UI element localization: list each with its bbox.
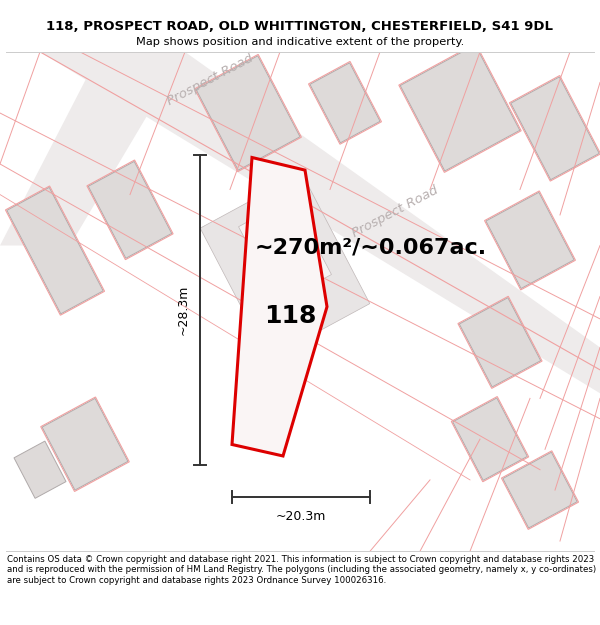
Text: 118: 118 [264, 304, 316, 328]
Text: ~270m²/~0.067ac.: ~270m²/~0.067ac. [255, 237, 487, 257]
Polygon shape [452, 398, 527, 481]
Polygon shape [486, 192, 574, 289]
Text: 118, PROSPECT ROAD, OLD WHITTINGTON, CHESTERFIELD, S41 9DL: 118, PROSPECT ROAD, OLD WHITTINGTON, CHE… [47, 21, 554, 33]
Polygon shape [42, 398, 128, 490]
Polygon shape [459, 298, 541, 387]
Text: Contains OS data © Crown copyright and database right 2021. This information is : Contains OS data © Crown copyright and d… [7, 555, 596, 585]
Polygon shape [40, 52, 600, 393]
Polygon shape [200, 173, 370, 359]
Polygon shape [7, 188, 103, 314]
Polygon shape [88, 161, 172, 258]
Text: Prospect Road: Prospect Road [350, 184, 440, 241]
Polygon shape [400, 45, 520, 171]
Text: Map shows position and indicative extent of the property.: Map shows position and indicative extent… [136, 37, 464, 47]
Polygon shape [310, 63, 380, 143]
Polygon shape [196, 56, 300, 170]
Polygon shape [0, 52, 185, 246]
Polygon shape [503, 452, 577, 528]
Polygon shape [239, 198, 331, 303]
Polygon shape [14, 441, 66, 498]
Text: ~20.3m: ~20.3m [276, 509, 326, 522]
Text: Prospect Road: Prospect Road [165, 51, 256, 108]
Polygon shape [232, 158, 327, 456]
Polygon shape [511, 77, 599, 180]
Text: ~28.3m: ~28.3m [177, 285, 190, 336]
